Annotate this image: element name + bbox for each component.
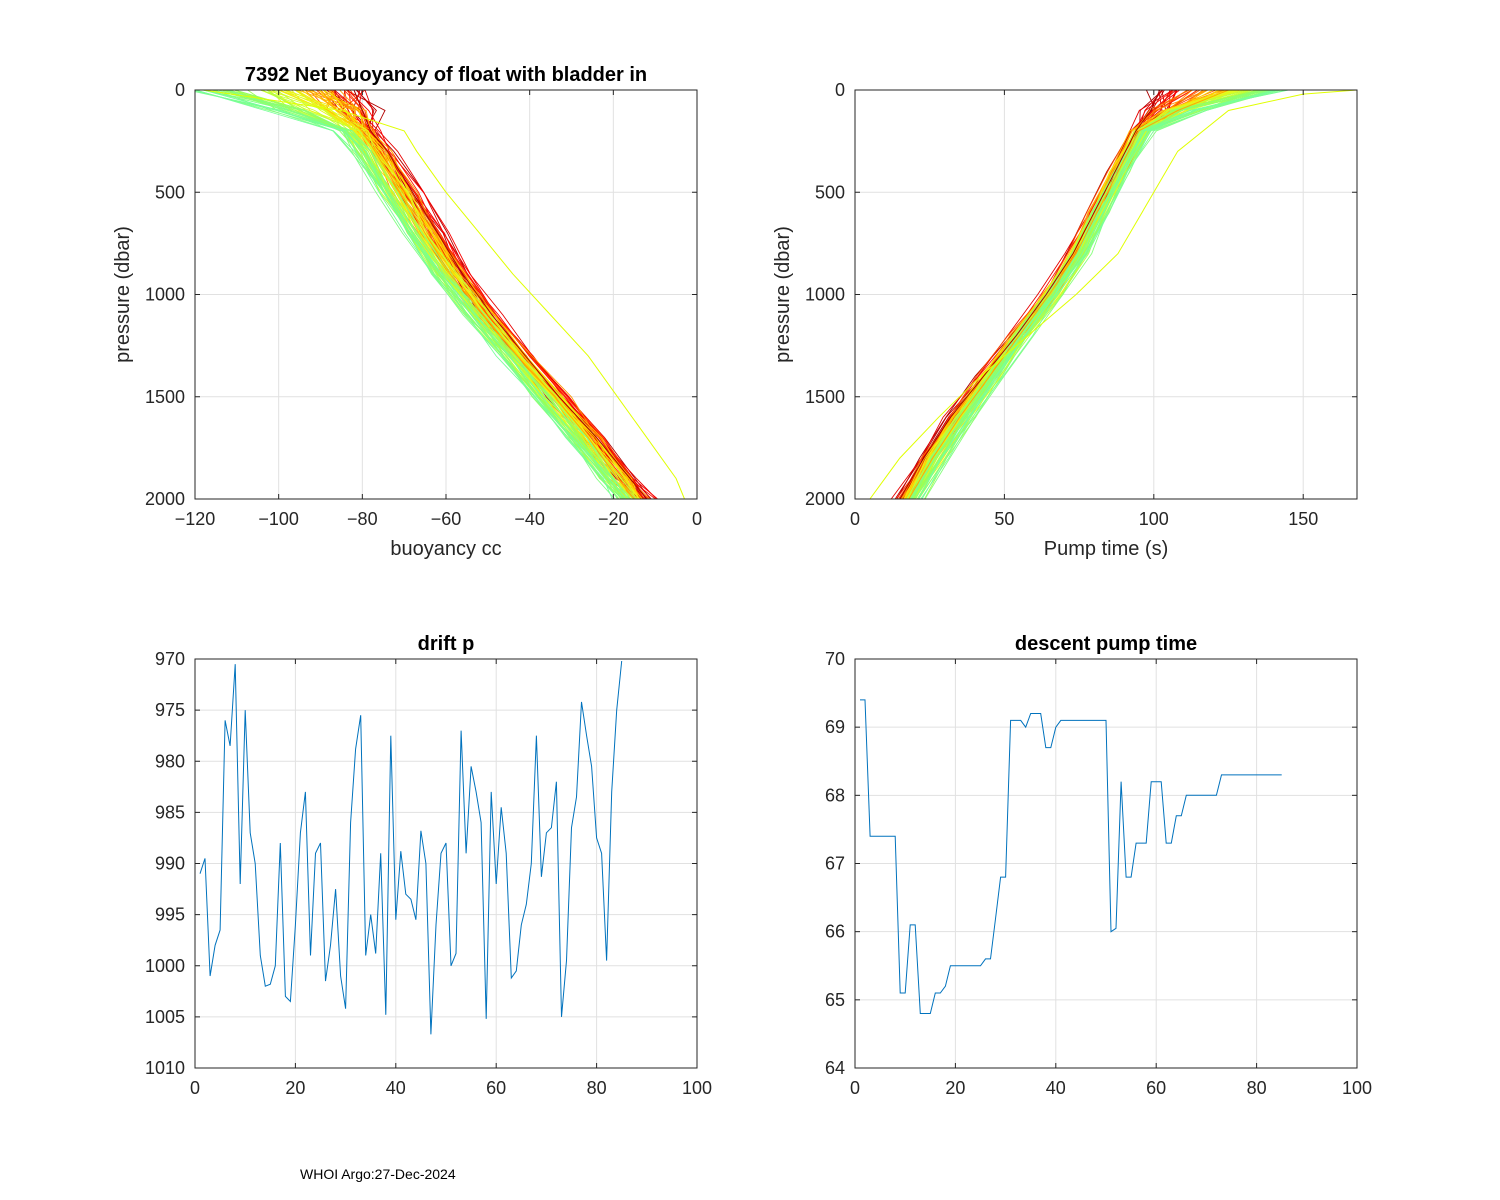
y-tick-label: 67 [825, 854, 845, 874]
series-outlier-profile [203, 90, 685, 499]
series-profile-mid [908, 90, 1229, 499]
x-tick-label: 0 [850, 509, 860, 529]
y-axis-label: pressure (dbar) [112, 226, 134, 363]
y-tick-label: 995 [155, 905, 185, 925]
y-tick-label: 970 [155, 649, 185, 669]
series-line [860, 699, 1282, 1014]
chart-title: descent pump time [1015, 633, 1197, 655]
y-tick-label: 980 [155, 751, 185, 771]
ticks: −120 −100 −80 −60 −40 −20 0 0 500 1000 1500 2000 [145, 80, 702, 529]
profile-line [904, 90, 1229, 499]
chart-title: 7392 Net Buoyancy of float with bladder … [245, 64, 647, 86]
y-tick-label: 1000 [805, 285, 845, 305]
x-tick-label: −80 [347, 509, 378, 529]
data-series [195, 90, 685, 499]
grid-lines [854, 89, 1357, 500]
profile-line [890, 90, 1174, 499]
profile-line [918, 90, 1282, 499]
x-tick-label: 20 [945, 1078, 965, 1098]
y-tick-label: 985 [155, 802, 185, 822]
x-axis-label: buoyancy cc [390, 538, 501, 560]
y-tick-label: 0 [175, 80, 185, 100]
x-tick-label: 100 [1139, 509, 1169, 529]
series-profile-first [353, 90, 648, 499]
data-series [869, 90, 1357, 499]
footer-label: WHOI Argo:27-Dec-2024 [300, 1166, 456, 1182]
y-tick-label: 1010 [145, 1058, 185, 1078]
x-tick-label: 100 [1342, 1078, 1372, 1098]
profile-line [924, 90, 1280, 499]
y-tick-label: 2000 [805, 489, 845, 509]
profile-line [195, 90, 623, 499]
x-tick-label: 60 [1146, 1078, 1166, 1098]
profile-line [340, 90, 656, 499]
series-profile-last [917, 90, 1289, 499]
x-tick-label: −40 [514, 509, 545, 529]
x-tick-label: 0 [692, 509, 702, 529]
series-profile-last [203, 90, 627, 499]
y-tick-label: 64 [825, 1058, 845, 1078]
x-tick-label: 40 [1046, 1078, 1066, 1098]
ticks: 0 20 40 60 80 100 64 65 66 67 68 69 70 [825, 649, 1372, 1098]
x-tick-label: 60 [486, 1078, 506, 1098]
profile-line [203, 90, 630, 499]
y-tick-label: 1005 [145, 1007, 185, 1027]
profile-line [327, 90, 641, 499]
y-tick-label: 70 [825, 649, 845, 669]
profile-line [920, 90, 1279, 499]
profile-line [195, 90, 613, 499]
y-tick-label: 1500 [805, 387, 845, 407]
profile-line [917, 90, 1267, 499]
series-outlier-profile [869, 90, 1357, 499]
x-tick-label: 40 [386, 1078, 406, 1098]
x-tick-label: 0 [190, 1078, 200, 1098]
x-tick-label: 100 [682, 1078, 712, 1098]
y-tick-label: 500 [815, 182, 845, 202]
x-tick-label: 80 [1247, 1078, 1267, 1098]
plot-drift-pressure: 0 20 40 60 80 100 970 975 980 985 990 995 1000 1005 10… [145, 633, 712, 1098]
y-tick-label: 500 [155, 182, 185, 202]
y-tick-label: 1000 [145, 956, 185, 976]
grid-lines [194, 658, 698, 1069]
series-line [199, 660, 623, 1035]
y-tick-label: 68 [825, 785, 845, 805]
y-tick-label: 66 [825, 922, 845, 942]
x-tick-label: 80 [587, 1078, 607, 1098]
x-tick-label: 150 [1288, 509, 1318, 529]
plot-descent-pump-time: 0 20 40 60 80 100 64 65 66 67 68 69 70 descent pump t… [825, 633, 1372, 1098]
y-tick-label: 1000 [145, 285, 185, 305]
series-profile-mid [311, 90, 635, 499]
data-series [860, 699, 1282, 1014]
y-tick-label: 975 [155, 700, 185, 720]
y-tick-label: 990 [155, 854, 185, 874]
y-tick-label: 69 [825, 717, 845, 737]
y-axis-label: pressure (dbar) [772, 226, 794, 363]
x-tick-label: −20 [598, 509, 629, 529]
x-tick-label: −60 [431, 509, 462, 529]
y-tick-label: 2000 [145, 489, 185, 509]
x-tick-label: 20 [285, 1078, 305, 1098]
y-tick-label: 65 [825, 990, 845, 1010]
x-tick-label: 0 [850, 1078, 860, 1098]
chart-title: drift p [418, 633, 475, 655]
grid-lines [194, 89, 698, 500]
profile-line [279, 90, 632, 499]
profile-line [276, 90, 638, 499]
profile-line [921, 90, 1276, 499]
y-tick-label: 0 [835, 80, 845, 100]
x-tick-label: 50 [994, 509, 1014, 529]
ticks: 0 20 40 60 80 100 970 975 980 985 990 995 1000 1005 10… [145, 649, 712, 1098]
x-tick-label: −100 [258, 509, 299, 529]
plot-net-buoyancy: −120 −100 −80 −60 −40 −20 0 0 500 1000 1500 2000 739… [112, 64, 702, 560]
series-profile-first [899, 90, 1161, 499]
profile-line [297, 90, 631, 499]
profile-line [217, 90, 631, 499]
data-series [199, 660, 623, 1035]
x-tick-label: −120 [175, 509, 216, 529]
y-tick-label: 1500 [145, 387, 185, 407]
x-axis-label: Pump time (s) [1044, 538, 1168, 560]
